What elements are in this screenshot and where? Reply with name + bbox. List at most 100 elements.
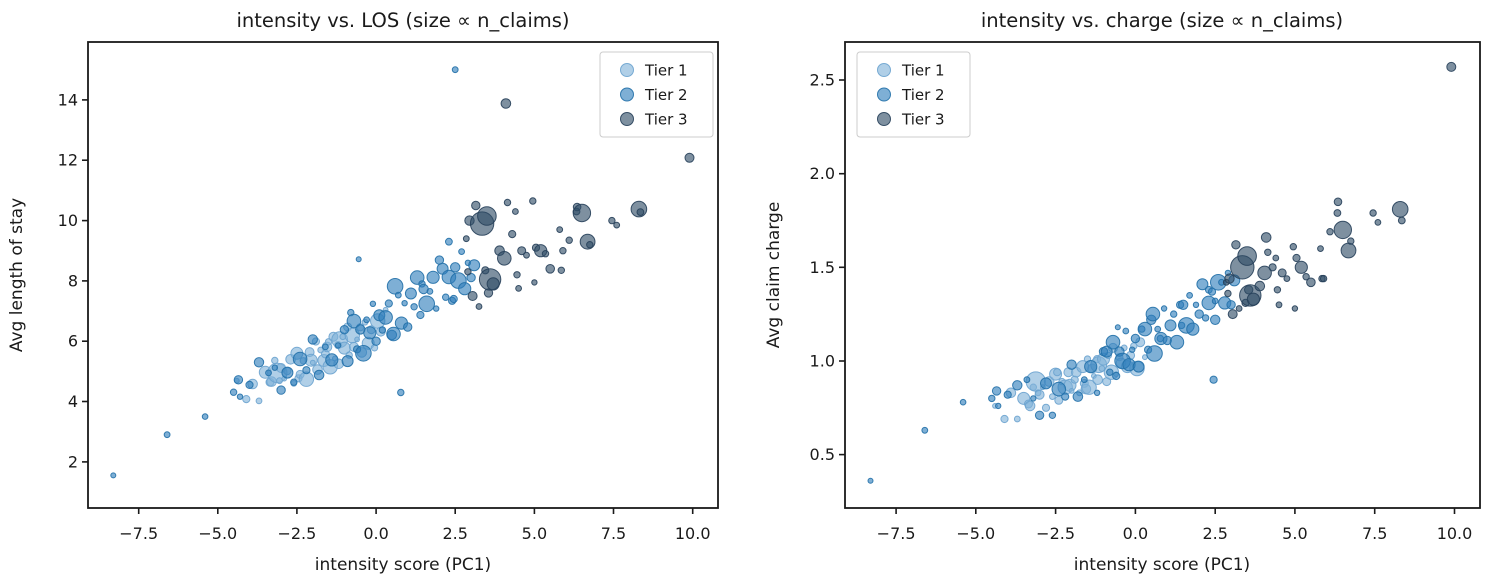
left-plot-title: intensity vs. LOS (size ∝ n_claims) xyxy=(236,9,569,32)
legend-label-tier-2: Tier 2 xyxy=(644,86,688,104)
scatter-point xyxy=(1129,346,1136,353)
legend-marker-tier-2 xyxy=(877,87,891,102)
legend-marker-tier-3 xyxy=(877,112,891,126)
scatter-point xyxy=(1302,273,1310,281)
scatter-point xyxy=(959,398,967,406)
scatter-point xyxy=(572,203,592,223)
scatter-point xyxy=(1264,248,1272,257)
x-tick-label: 2.5 xyxy=(442,524,467,543)
scatter-point xyxy=(1319,274,1328,283)
scatter-point xyxy=(1112,371,1121,381)
scatter-point xyxy=(233,375,244,385)
scatter-point xyxy=(276,385,286,395)
scatter-point xyxy=(1273,286,1282,294)
series-tier-3 xyxy=(462,98,695,310)
x-tick-label: −5.0 xyxy=(198,524,237,543)
scatter-point xyxy=(1326,228,1334,236)
scatter-point xyxy=(1246,292,1261,306)
scatter-point xyxy=(1254,280,1266,292)
scatter-point xyxy=(325,353,339,367)
scatter-point xyxy=(378,326,387,334)
scatter-point xyxy=(1160,305,1168,312)
scatter-point xyxy=(1084,360,1098,374)
scatter-point xyxy=(475,303,483,310)
scatter-point xyxy=(110,472,117,479)
series-tier-2 xyxy=(110,66,481,479)
scatter-point xyxy=(556,226,564,234)
scatter-point xyxy=(1207,287,1217,296)
scatter-point xyxy=(462,235,470,243)
scatter-point xyxy=(433,305,440,312)
scatter-point xyxy=(1061,392,1070,401)
scatter-point xyxy=(201,413,209,420)
scatter-point xyxy=(355,256,362,263)
scatter-point xyxy=(1317,245,1324,253)
x-tick-label: 5.0 xyxy=(522,524,547,543)
scatter-point xyxy=(1224,289,1232,298)
scatter-point xyxy=(1051,381,1067,397)
right-plot-title: intensity vs. charge (size ∝ n_claims) xyxy=(981,9,1343,32)
scatter-point xyxy=(497,250,512,266)
axis-ticks: −7.5 −5.0 −2.5 0.0 2.5 5.0 7.5 10.0 0.5 1.0 1.5 2.0… xyxy=(810,71,1473,544)
scatter-point xyxy=(1106,368,1114,376)
scatter-point xyxy=(1034,389,1045,400)
scatter-point xyxy=(309,359,316,366)
scatter-point xyxy=(292,351,308,367)
scatter-point xyxy=(313,369,325,381)
scatter-point xyxy=(1023,376,1031,384)
legend: Tier 1 Tier 2 Tier 3 xyxy=(856,51,971,138)
scatter-point xyxy=(531,279,538,286)
scatter-point xyxy=(426,270,440,284)
x-tick-label: 5.0 xyxy=(1282,524,1307,543)
scatter-point xyxy=(1048,411,1057,419)
y-tick-label: 1.5 xyxy=(810,258,835,277)
x-tick-label: 7.5 xyxy=(1362,524,1387,543)
scatter-point xyxy=(1013,415,1021,423)
scatter-point xyxy=(1093,389,1101,396)
scatter-point xyxy=(1132,360,1145,373)
legend-label-tier-1: Tier 1 xyxy=(644,62,688,80)
scatter-point xyxy=(1130,333,1141,344)
y-tick-label: 8 xyxy=(68,271,78,290)
scatter-point xyxy=(451,66,459,74)
scatter-point xyxy=(242,395,251,404)
scatter-point xyxy=(265,369,272,377)
scatter-point xyxy=(1164,319,1177,332)
scatter-point xyxy=(1201,314,1210,322)
scatter-point xyxy=(1275,301,1283,309)
scatter-point xyxy=(1053,368,1062,377)
scatter-point xyxy=(500,98,512,109)
scatter-point xyxy=(363,326,377,340)
y-tick-label: 6 xyxy=(68,332,78,351)
scatter-point xyxy=(467,291,478,301)
scatter-point xyxy=(1306,277,1316,288)
scatter-point xyxy=(1122,327,1130,335)
legend-label-tier-2: Tier 2 xyxy=(901,86,945,104)
scatter-point xyxy=(1347,237,1355,245)
scatter-point xyxy=(1333,209,1342,217)
scatter-point xyxy=(1289,243,1298,251)
scatter-point xyxy=(513,271,521,279)
scatter-point xyxy=(529,197,537,205)
scatter-point xyxy=(1226,300,1236,310)
x-tick-label: 0.0 xyxy=(1123,524,1148,543)
scatter-point xyxy=(1194,309,1204,319)
scatter-point xyxy=(1227,309,1238,320)
scatter-point xyxy=(255,397,263,405)
scatter-point xyxy=(355,345,372,362)
scatter-point xyxy=(1237,246,1257,266)
scatter-point xyxy=(1092,374,1103,386)
panel-charge: −7.5 −5.0 −2.5 0.0 2.5 5.0 7.5 10.0 0.5 1.0 1.5 2.0… xyxy=(810,41,1481,544)
scatter-point xyxy=(1192,301,1200,308)
x-tick-label: −2.5 xyxy=(1036,524,1075,543)
scatter-point xyxy=(290,378,298,386)
scatter-point xyxy=(401,300,408,307)
scatter-point xyxy=(386,278,404,295)
legend-label-tier-3: Tier 3 xyxy=(644,111,688,129)
scatter-point xyxy=(1292,253,1301,263)
scatter-point xyxy=(508,230,517,239)
scatter-point xyxy=(397,388,405,397)
scatter-point xyxy=(1066,359,1077,370)
